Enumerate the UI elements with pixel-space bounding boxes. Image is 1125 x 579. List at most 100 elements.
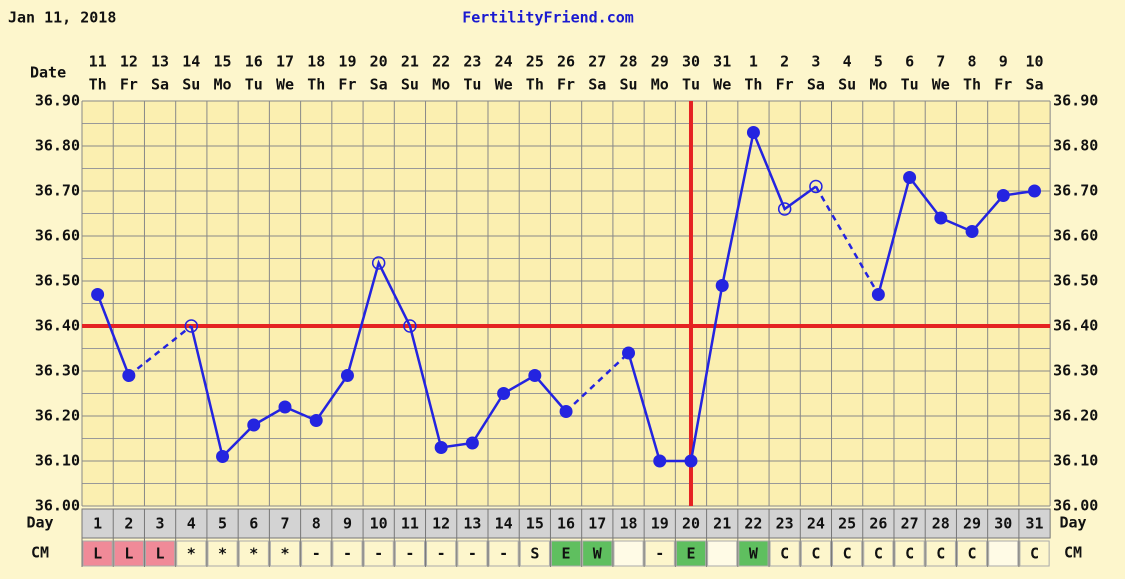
cm-value: - bbox=[437, 545, 446, 563]
x-tick-label: 23 bbox=[776, 515, 794, 533]
date-label: 10 bbox=[1025, 53, 1043, 71]
x-tick-label: 24 bbox=[807, 515, 825, 533]
date-label: 7 bbox=[936, 53, 945, 71]
x-tick-label: 16 bbox=[557, 515, 575, 533]
cm-value: - bbox=[343, 545, 352, 563]
cm-cell bbox=[769, 540, 800, 567]
cm-cell bbox=[176, 540, 207, 567]
date-label: 9 bbox=[999, 53, 1008, 71]
temperature-point bbox=[746, 126, 760, 139]
temperature-point bbox=[497, 387, 511, 400]
weekday-label: Fr bbox=[557, 76, 575, 94]
temperature-point bbox=[340, 369, 354, 382]
weekday-label: Mo bbox=[214, 76, 232, 94]
cm-cell bbox=[301, 540, 332, 567]
y-tick-label: 36.00 bbox=[35, 497, 80, 515]
cm-cell bbox=[644, 540, 675, 567]
cm-cell bbox=[519, 540, 550, 567]
y-tick-label: 36.70 bbox=[35, 182, 80, 200]
x-tick-label: 1 bbox=[93, 515, 102, 533]
cm-value: - bbox=[374, 545, 383, 563]
y-tick-label: 36.60 bbox=[1053, 227, 1098, 245]
date-label: Date bbox=[30, 64, 66, 82]
date-label: 23 bbox=[463, 53, 481, 71]
weekday-label: Th bbox=[963, 76, 981, 94]
weekday-label: Sa bbox=[1025, 76, 1043, 94]
y-tick-label: 36.00 bbox=[1053, 497, 1098, 515]
cm-value: - bbox=[468, 545, 477, 563]
cm-cell bbox=[550, 540, 582, 567]
cm-cell bbox=[238, 540, 269, 567]
temperature-point bbox=[371, 256, 386, 270]
date-label: 27 bbox=[588, 53, 606, 71]
y-tick-label: 36.80 bbox=[35, 137, 80, 155]
y-tick-label: 36.80 bbox=[1053, 137, 1098, 155]
cm-cell bbox=[144, 540, 176, 567]
temperature-point bbox=[465, 436, 479, 450]
weekday-label: Fr bbox=[338, 76, 356, 94]
cm-value: - bbox=[655, 545, 664, 563]
weekday-label: Th bbox=[307, 76, 325, 94]
y-tick-label: 36.10 bbox=[35, 452, 80, 470]
cm-cell bbox=[1019, 540, 1050, 567]
site-name: FertilityFriend.com bbox=[462, 9, 634, 27]
cm-value: C bbox=[936, 545, 945, 563]
cm-cell bbox=[894, 540, 925, 567]
cm-cell bbox=[394, 540, 426, 567]
cm-value: E bbox=[562, 545, 571, 563]
weekday-label: Su bbox=[182, 76, 200, 94]
cm-label: CM bbox=[31, 544, 49, 562]
date-label: 16 bbox=[245, 53, 263, 71]
weekday-label: Mo bbox=[651, 76, 669, 94]
x-tick-label: 26 bbox=[869, 515, 887, 533]
temperature-point bbox=[715, 279, 729, 292]
date-label: 29 bbox=[651, 53, 669, 71]
cm-cell bbox=[363, 540, 394, 567]
date-label: 22 bbox=[432, 53, 450, 71]
y-tick-label: 36.40 bbox=[1053, 317, 1098, 335]
weekday-label: Tu bbox=[245, 76, 263, 94]
cm-cell bbox=[925, 540, 956, 567]
temperature-point bbox=[403, 319, 417, 333]
x-tick-label: 22 bbox=[744, 515, 762, 533]
cm-cell bbox=[269, 540, 301, 567]
date-label: 17 bbox=[276, 53, 294, 71]
x-tick-label: 28 bbox=[932, 515, 950, 533]
weekday-label: Sa bbox=[370, 76, 388, 94]
weekday-label: Sa bbox=[807, 76, 825, 94]
cm-cell bbox=[675, 540, 707, 567]
weekday-label: Fr bbox=[776, 76, 794, 94]
x-tick-label: 2 bbox=[124, 515, 133, 533]
cm-cell bbox=[332, 540, 363, 567]
x-tick-label: 5 bbox=[218, 515, 227, 533]
day-label: Day bbox=[26, 514, 53, 532]
cm-cell bbox=[426, 540, 457, 567]
temperature-point bbox=[622, 346, 636, 360]
temperature-point bbox=[809, 179, 823, 194]
x-tick-label: 25 bbox=[838, 515, 856, 533]
temperature-point bbox=[278, 400, 292, 414]
x-tick-label: 10 bbox=[370, 515, 388, 533]
x-tick-label: 3 bbox=[156, 515, 165, 533]
temperature-point bbox=[903, 171, 917, 184]
gap-connector bbox=[565, 352, 630, 413]
weekday-label: Th bbox=[526, 76, 544, 94]
x-tick-label: 6 bbox=[249, 515, 258, 533]
date-label: 3 bbox=[811, 53, 820, 71]
cm-value: C bbox=[1030, 545, 1039, 563]
cm-value: - bbox=[499, 545, 508, 563]
x-tick-label: 20 bbox=[682, 515, 700, 533]
cm-value: W bbox=[593, 545, 603, 563]
weekday-label: Su bbox=[401, 76, 419, 94]
date-label: 6 bbox=[905, 53, 914, 71]
cm-value: C bbox=[968, 545, 977, 563]
temperature-point bbox=[559, 405, 573, 418]
y-tick-label: 36.60 bbox=[35, 227, 80, 245]
cm-cell bbox=[832, 540, 863, 567]
temperature-point bbox=[684, 454, 698, 468]
temperature-point bbox=[434, 441, 448, 454]
cm-value: C bbox=[905, 545, 914, 563]
x-tick-label: 12 bbox=[432, 515, 450, 533]
date-label: 12 bbox=[120, 53, 138, 71]
date-label: 21 bbox=[401, 53, 419, 71]
